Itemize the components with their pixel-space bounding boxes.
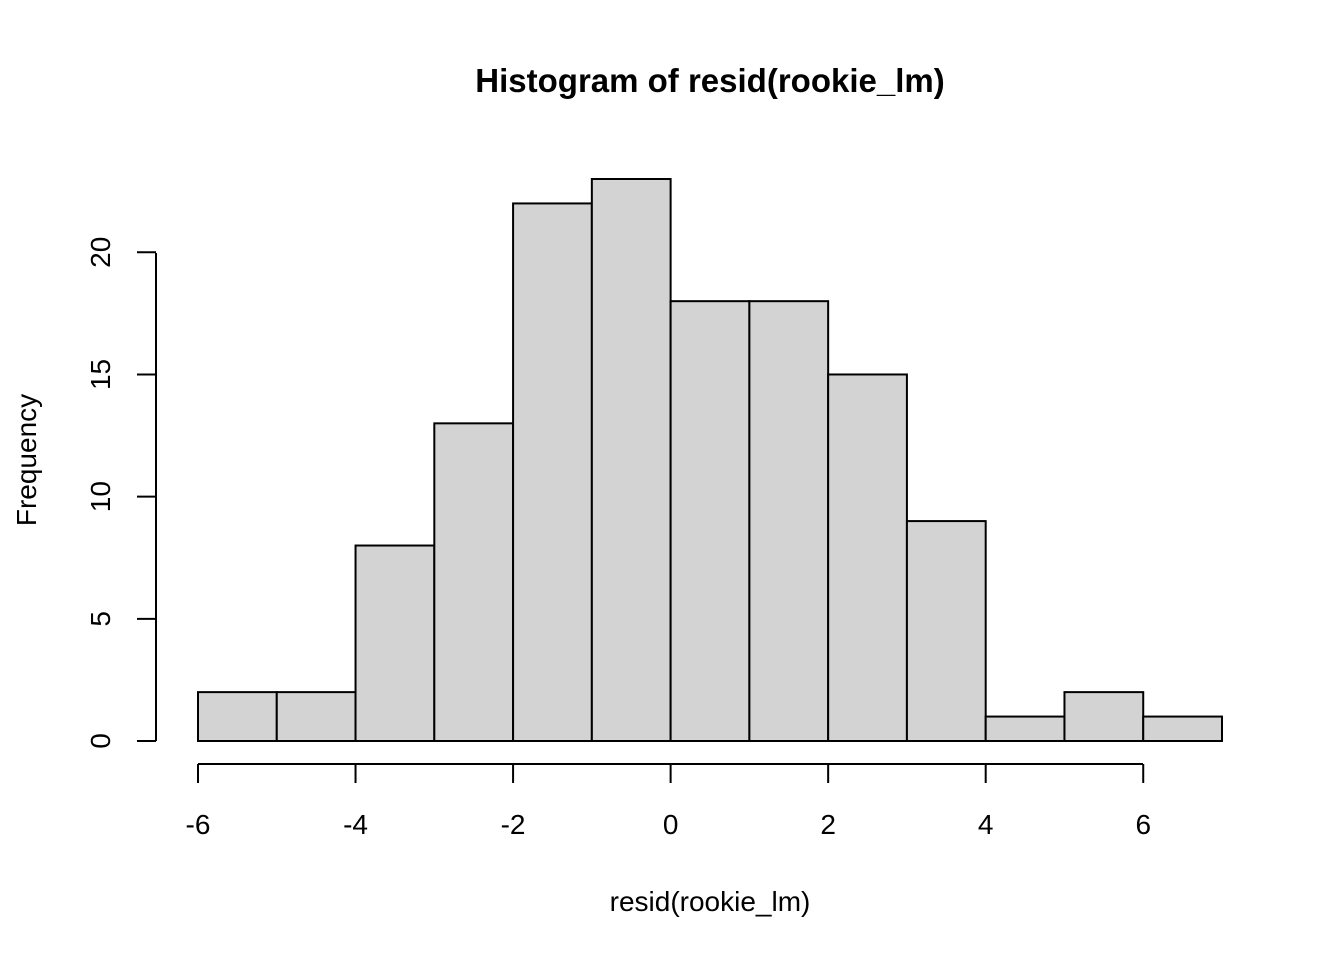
bars-group [197, 178, 1223, 743]
y-axis: 0 5 10 15 20 [85, 237, 157, 749]
histogram-bar [1142, 715, 1223, 743]
x-tick-label: -4 [343, 809, 368, 840]
histogram-bar [827, 373, 908, 742]
x-axis: -6 -4 -2 0 2 4 6 [186, 763, 1151, 840]
x-tick-label: 0 [663, 809, 679, 840]
chart-title: Histogram of resid(rookie_lm) [475, 62, 944, 99]
x-tick-label: -6 [186, 809, 211, 840]
x-tick-label: 2 [820, 809, 836, 840]
histogram-bar [512, 202, 593, 743]
y-tick-label: 20 [85, 237, 116, 268]
y-tick-label: 10 [85, 481, 116, 512]
histogram-bar [1063, 691, 1145, 742]
x-tick-label: 4 [978, 809, 994, 840]
x-tick-label: -2 [501, 809, 526, 840]
y-tick-label: 0 [85, 733, 116, 749]
histogram-bar [669, 300, 751, 742]
x-tick-label: 6 [1135, 809, 1151, 840]
histogram-bar [275, 691, 357, 742]
histogram-bar [905, 520, 987, 743]
histogram-bar [984, 715, 1066, 743]
histogram-bar [590, 178, 672, 742]
histogram-bar [748, 300, 830, 742]
y-tick-label: 15 [85, 359, 116, 390]
histogram-bar [197, 691, 278, 742]
histogram-bar [433, 422, 515, 742]
x-axis-label: resid(rookie_lm) [610, 886, 811, 917]
histogram-bar [354, 544, 436, 742]
y-axis-label: Frequency [11, 394, 42, 526]
y-tick-label: 5 [85, 611, 116, 627]
